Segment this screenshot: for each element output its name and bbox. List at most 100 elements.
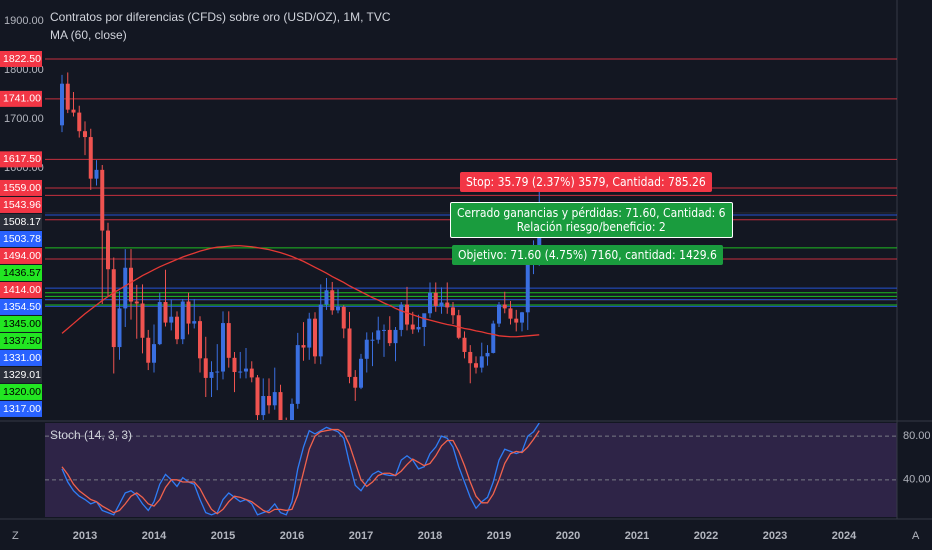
x-tick-label: 2019 <box>487 530 511 542</box>
level-label-bg <box>0 298 42 315</box>
level-label: 1436.57 <box>3 267 41 279</box>
candle-body <box>129 267 133 302</box>
level-label-bg <box>0 349 42 366</box>
closed-box: Cerrado ganancias y pérdidas: 71.60, Can… <box>450 202 733 238</box>
x-tick-label: 2018 <box>418 530 442 542</box>
candle-body <box>341 306 346 329</box>
x-tick-label: 2017 <box>349 530 373 542</box>
level-label: 1414.00 <box>3 284 41 296</box>
level-label: 1494.00 <box>3 250 41 262</box>
level-label-bg <box>0 151 42 168</box>
candle-body <box>433 292 438 306</box>
target-box: Objetivo: 71.60 (4.75%) 7160, cantidad: … <box>452 245 723 265</box>
candle-body <box>83 131 87 138</box>
level-label-bg <box>0 264 42 281</box>
candle-body <box>491 323 496 353</box>
stoch-tick-label: 40.00 <box>903 474 931 486</box>
level-label: 1503.78 <box>3 233 41 245</box>
level-label-bg <box>0 383 42 400</box>
level-label-bg <box>0 315 42 332</box>
candle-body <box>399 304 404 330</box>
candle-body <box>267 396 271 406</box>
candle-body <box>249 368 254 378</box>
candle-body <box>301 345 306 348</box>
candle-body <box>209 372 214 378</box>
candle-body <box>123 267 128 309</box>
candle-body <box>226 323 231 358</box>
candle-body <box>278 392 283 420</box>
candle-body <box>525 261 530 313</box>
candle-body <box>485 352 490 357</box>
stoch-d-line <box>61 428 540 515</box>
candle-body <box>272 392 277 406</box>
candle-body <box>94 169 99 179</box>
level-label-bg <box>0 50 42 67</box>
x-tick-label: 2014 <box>142 530 167 542</box>
x-tick-label: 2020 <box>556 530 580 542</box>
level-label-bg <box>0 366 42 383</box>
candle-body <box>140 303 145 338</box>
candle-body <box>100 169 105 231</box>
level-label-bg <box>0 90 42 107</box>
candle-body <box>307 318 312 348</box>
candle-body <box>451 307 455 316</box>
candle-body <box>117 308 122 348</box>
level-label: 1317.00 <box>3 403 41 415</box>
level-label: 1543.96 <box>3 199 41 211</box>
level-label: 1354.50 <box>3 301 41 313</box>
candle-body <box>215 371 220 373</box>
candle-body <box>376 330 381 340</box>
y-tick-label: 1900.00 <box>4 15 44 27</box>
chart-title: Contratos por diferencias (CFDs) sobre o… <box>50 10 391 24</box>
candle-body <box>295 345 300 404</box>
level-label-bg <box>0 332 42 349</box>
toolbar-glyph[interactable]: Z <box>12 530 19 542</box>
candle-body <box>393 329 398 344</box>
candle-body <box>238 371 243 373</box>
candle-body <box>175 316 179 340</box>
candle-body <box>330 290 335 311</box>
level-label: 1345.00 <box>3 318 41 330</box>
level-label-bg <box>0 281 42 298</box>
candle-body <box>106 230 110 270</box>
level-label: 1337.50 <box>3 335 41 347</box>
level-label: 1617.50 <box>3 153 41 165</box>
candle-body <box>313 318 317 357</box>
level-label: 1741.00 <box>3 93 41 105</box>
candle-body <box>146 337 151 363</box>
candle-body <box>261 396 266 416</box>
level-label-bg <box>0 196 42 213</box>
x-tick-label: 2022 <box>694 530 718 542</box>
candle-body <box>422 313 427 327</box>
candle-body <box>336 306 340 311</box>
level-label-bg <box>0 230 42 247</box>
stoch-label: Stoch (14, 3, 3) <box>50 428 132 442</box>
candle-body <box>439 302 444 306</box>
stoch-tick-label: 80.00 <box>903 430 931 442</box>
candle-body <box>370 339 375 341</box>
level-label-bg <box>0 400 42 417</box>
candle-body <box>157 302 162 345</box>
closed-line: Cerrado ganancias y pérdidas: 71.60, Can… <box>457 206 726 220</box>
candle-body <box>497 304 501 324</box>
candle-body <box>502 304 507 309</box>
candle-body <box>111 269 116 348</box>
x-tick-label: 2023 <box>763 530 787 542</box>
level-label-bg <box>0 213 42 230</box>
candle-body <box>520 312 524 323</box>
level-label: 1508.17 <box>3 216 41 228</box>
candle-body <box>462 337 467 352</box>
candle-body <box>163 302 168 323</box>
level-label-bg <box>0 179 42 196</box>
candle-body <box>180 301 185 340</box>
candle-body <box>203 358 208 378</box>
toolbar-glyph[interactable]: A <box>912 530 920 542</box>
candle-body <box>359 358 363 388</box>
ma-line <box>61 245 540 338</box>
closed-line: Relación riesgo/beneficio: 2 <box>516 220 666 234</box>
candle-body <box>353 376 358 388</box>
level-label: 1329.01 <box>3 369 41 381</box>
candle-body <box>382 329 386 331</box>
candle-body <box>410 324 415 330</box>
